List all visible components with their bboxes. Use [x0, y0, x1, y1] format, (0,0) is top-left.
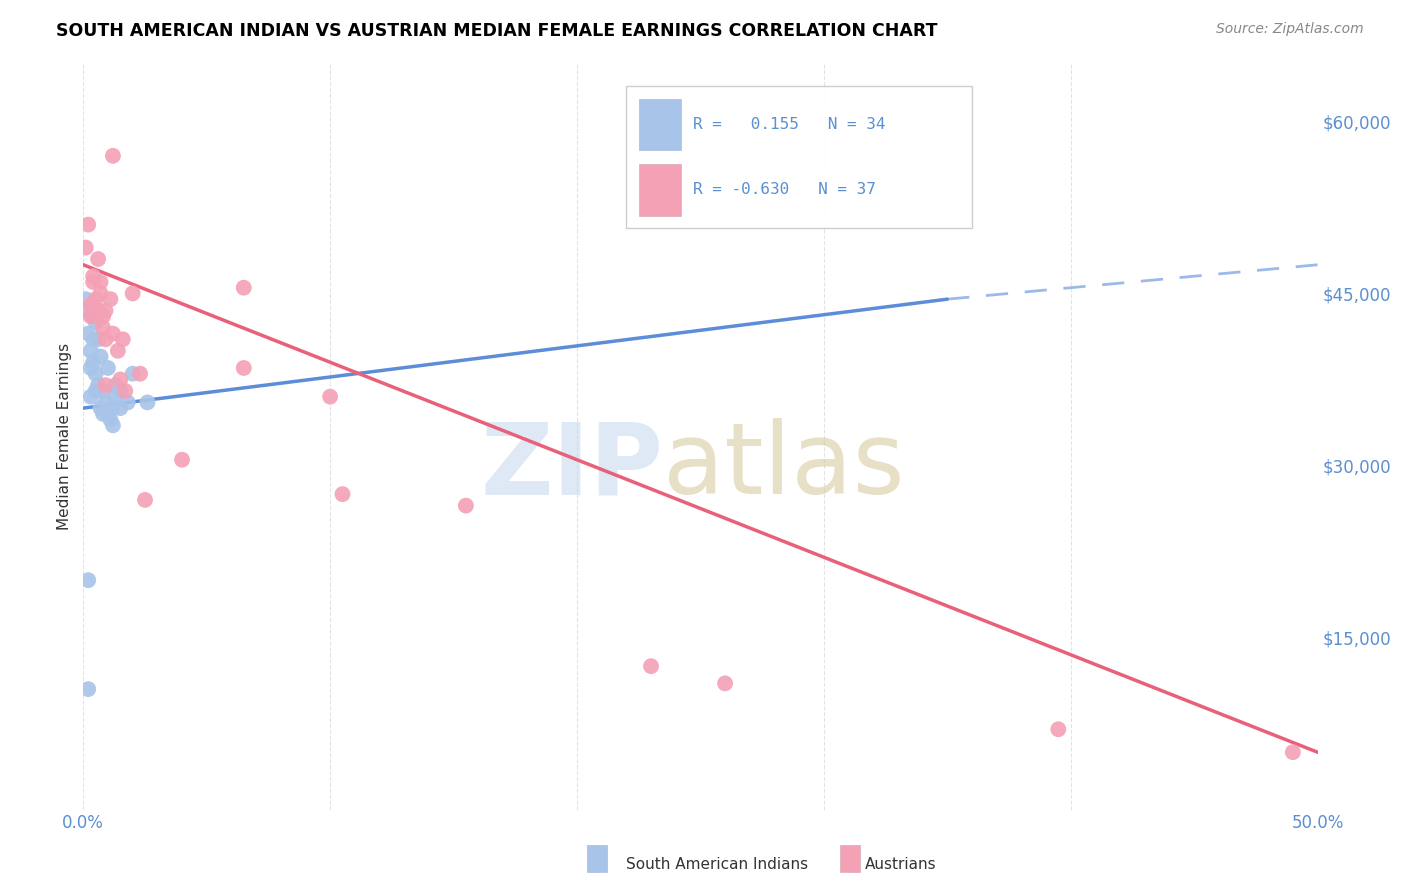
Point	[94, 378, 117, 392]
Point	[90, 350, 112, 364]
Text: R =   0.155   N = 34: R = 0.155 N = 34	[693, 117, 886, 132]
Point	[101, 149, 124, 163]
Point	[232, 281, 254, 295]
Point	[80, 298, 103, 312]
Text: atlas: atlas	[664, 418, 905, 515]
Point	[77, 326, 100, 341]
Point	[94, 303, 117, 318]
Point	[87, 332, 110, 346]
Point	[87, 303, 110, 318]
Point	[94, 332, 117, 346]
Point	[640, 659, 662, 673]
Point	[77, 682, 100, 697]
Point	[121, 286, 143, 301]
Point	[91, 321, 114, 335]
Point	[232, 361, 254, 376]
Point	[110, 401, 132, 416]
Point	[97, 407, 120, 421]
Point	[1047, 723, 1070, 737]
Point	[77, 573, 100, 587]
Point	[129, 367, 152, 381]
Y-axis label: Median Female Earnings: Median Female Earnings	[58, 343, 72, 531]
Point	[1282, 745, 1305, 759]
Point	[91, 407, 114, 421]
Point	[82, 332, 104, 346]
Point	[100, 412, 122, 426]
Point	[84, 315, 107, 329]
Point	[82, 355, 104, 369]
Point	[94, 395, 117, 409]
Point	[104, 390, 127, 404]
Text: R = -0.630   N = 37: R = -0.630 N = 37	[693, 182, 876, 197]
Point	[104, 378, 127, 392]
Point	[121, 367, 143, 381]
Point	[101, 401, 124, 416]
Point	[101, 418, 124, 433]
Point	[82, 310, 104, 324]
Point	[84, 384, 107, 398]
Text: SOUTH AMERICAN INDIAN VS AUSTRIAN MEDIAN FEMALE EARNINGS CORRELATION CHART: SOUTH AMERICAN INDIAN VS AUSTRIAN MEDIAN…	[56, 22, 938, 40]
Point	[84, 310, 107, 324]
Point	[75, 241, 97, 255]
Point	[90, 286, 112, 301]
FancyBboxPatch shape	[626, 87, 972, 228]
Point	[107, 343, 129, 358]
FancyBboxPatch shape	[638, 164, 681, 216]
Point	[454, 499, 477, 513]
Point	[97, 361, 120, 376]
Point	[110, 372, 132, 386]
Point	[87, 303, 110, 318]
Point	[101, 326, 124, 341]
Point	[136, 395, 159, 409]
Point	[84, 292, 107, 306]
Point	[111, 332, 134, 346]
Text: South American Indians: South American Indians	[626, 857, 808, 872]
Point	[332, 487, 354, 501]
Point	[75, 292, 97, 306]
FancyBboxPatch shape	[638, 99, 681, 151]
Point	[77, 218, 100, 232]
Point	[80, 361, 103, 376]
Point	[87, 252, 110, 266]
Point	[91, 384, 114, 398]
Point	[714, 676, 737, 690]
Point	[80, 310, 103, 324]
Point	[87, 378, 110, 392]
Point	[77, 303, 100, 318]
Point	[170, 452, 193, 467]
Point	[80, 390, 103, 404]
Point	[110, 384, 132, 398]
Point	[90, 275, 112, 289]
Point	[80, 343, 103, 358]
Point	[82, 275, 104, 289]
Point	[82, 269, 104, 284]
Point	[114, 384, 136, 398]
Point	[100, 292, 122, 306]
Point	[319, 390, 342, 404]
Point	[91, 310, 114, 324]
Text: ZIP: ZIP	[481, 418, 664, 515]
Text: Source: ZipAtlas.com: Source: ZipAtlas.com	[1216, 22, 1364, 37]
Point	[84, 367, 107, 381]
Point	[90, 401, 112, 416]
Point	[117, 395, 139, 409]
Text: Austrians: Austrians	[865, 857, 936, 872]
Point	[134, 492, 156, 507]
